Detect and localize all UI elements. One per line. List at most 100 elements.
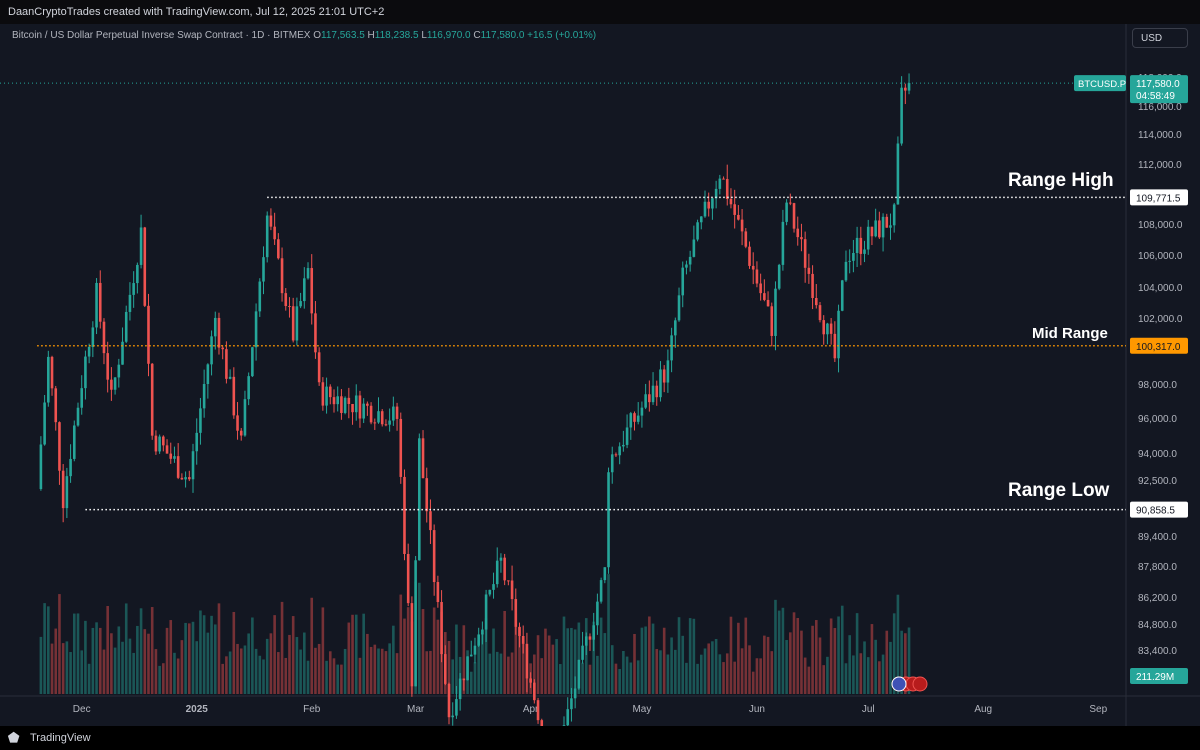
volume-bar — [610, 645, 614, 694]
price-axis-label: 104,000.0 — [1138, 283, 1183, 294]
candle-body — [666, 360, 670, 383]
volume-bar — [692, 618, 696, 694]
candle-body — [495, 560, 499, 585]
candle-body — [740, 219, 744, 232]
volume-bar — [39, 636, 43, 694]
candle-body — [150, 363, 154, 436]
volume-bar — [866, 657, 870, 694]
volume-bar — [165, 627, 169, 694]
volume-bar — [58, 594, 61, 694]
volume-bar — [622, 650, 625, 694]
open-value: 117,563.5 — [321, 30, 365, 41]
volume-bar — [803, 657, 807, 694]
volume-bar — [321, 607, 325, 694]
candle-body — [533, 682, 536, 701]
volume-bar — [837, 616, 840, 694]
time-axis-label: May — [632, 704, 651, 715]
candle-body — [317, 352, 321, 383]
high-value: 118,238.5 — [374, 30, 419, 41]
price-axis-label: 106,000.0 — [1138, 251, 1183, 262]
candle-body — [618, 446, 621, 456]
footer-bar: ⬟ TradingView — [0, 726, 1200, 750]
candle-body — [636, 415, 640, 422]
volume-bar — [533, 654, 536, 694]
candle-body — [525, 643, 529, 679]
volume-bar — [510, 652, 514, 694]
candle-body — [826, 323, 829, 335]
volume-bar — [392, 625, 395, 694]
tradingview-brand: TradingView — [30, 732, 91, 744]
volume-bar — [703, 648, 707, 694]
volume-bar — [369, 646, 373, 694]
candle-body — [588, 636, 592, 640]
time-axis-label: Sep — [1089, 704, 1107, 715]
volume-bar — [362, 613, 365, 694]
open-label: O — [313, 30, 322, 41]
candles — [39, 73, 911, 750]
candle-body — [800, 237, 803, 240]
candle-body — [232, 376, 236, 416]
candle-body — [529, 678, 532, 683]
candle-body — [236, 415, 239, 431]
volume-bar — [603, 633, 607, 694]
volume-bar — [859, 653, 863, 694]
annotation-mid-range: Mid Range — [1032, 325, 1108, 342]
candle-body — [814, 297, 818, 306]
candle-body — [852, 252, 855, 261]
candle-body — [514, 599, 518, 627]
volume-bar — [199, 610, 202, 694]
candle-body — [484, 594, 488, 630]
volume-bar — [436, 619, 440, 694]
candle-body — [380, 411, 384, 425]
candle-body — [180, 477, 184, 480]
volume-bar — [577, 622, 581, 694]
candle-body — [269, 215, 273, 227]
candle-body — [87, 346, 91, 357]
candle-body — [696, 222, 699, 240]
candle-body — [328, 386, 332, 398]
volume-bar — [336, 664, 339, 694]
volume-bar — [173, 652, 176, 694]
ticker-tag-label: BTCUSD.P — [1078, 79, 1126, 90]
candle-body — [874, 220, 877, 237]
volume-bar — [707, 643, 710, 694]
currency-button[interactable]: USD — [1132, 28, 1188, 48]
volume-bar — [469, 671, 473, 694]
volume-bar — [629, 662, 633, 694]
candle-body — [303, 278, 306, 302]
chart-pane[interactable] — [0, 24, 1200, 750]
candle-body — [829, 323, 833, 334]
volume-bar — [904, 633, 907, 694]
candle-body — [718, 178, 722, 189]
candle-body — [885, 216, 889, 228]
volume-bar — [43, 603, 46, 694]
candle-body — [510, 580, 514, 600]
level-tag-range_high — [1130, 189, 1188, 206]
candle-body — [284, 293, 288, 307]
volume-bar — [124, 603, 128, 694]
volume-bar — [722, 662, 725, 694]
candle-body — [785, 202, 788, 222]
volume-bar — [740, 648, 744, 694]
time-axis-label: Jun — [749, 704, 765, 715]
volume-bar — [113, 647, 117, 694]
volume-bar — [72, 613, 76, 694]
candle-body — [310, 268, 314, 314]
volume-bar — [789, 632, 792, 694]
volume-bar — [562, 616, 566, 694]
change-value: +16.5 (+0.01%) — [527, 30, 597, 41]
price-axis-label: 87,800.0 — [1138, 562, 1177, 573]
volume-bar — [306, 660, 310, 694]
volume-bar — [377, 648, 380, 694]
candle-body — [124, 311, 128, 342]
volume-bar — [748, 645, 751, 694]
candle-body — [744, 231, 748, 247]
last-price-label: 117,580.0 — [1136, 79, 1180, 90]
time-axis-label: Mar — [407, 704, 425, 715]
candle-body — [265, 215, 269, 258]
volume-bar — [451, 659, 455, 694]
candle-body — [774, 288, 777, 336]
candle-body — [98, 282, 102, 322]
candle-body — [314, 313, 317, 353]
